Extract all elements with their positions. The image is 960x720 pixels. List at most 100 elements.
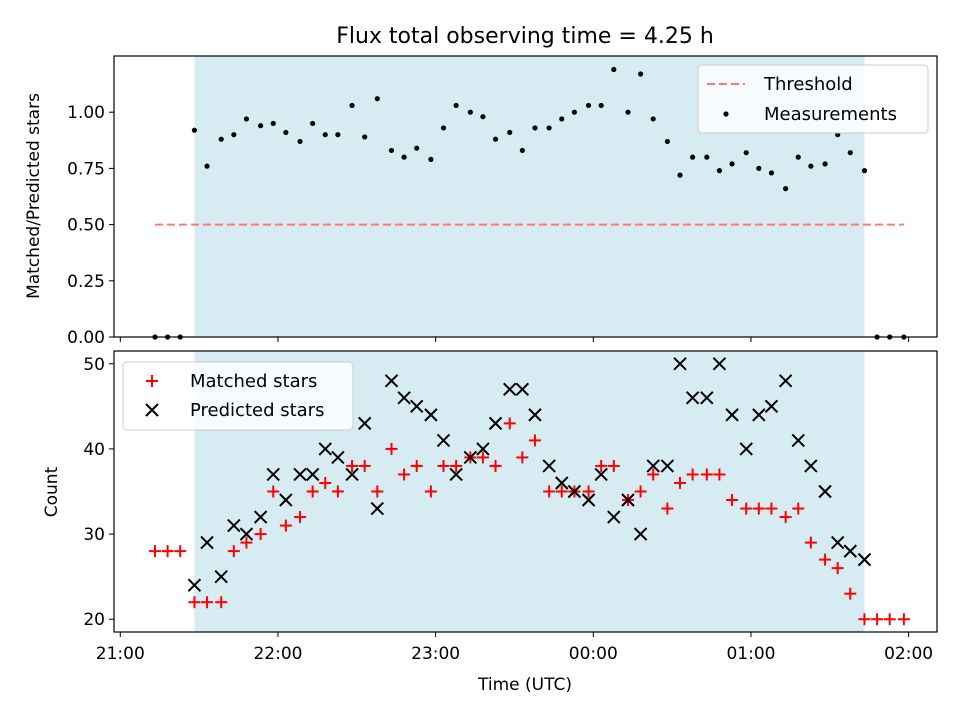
predicted-star-point bbox=[370, 501, 385, 516]
matched-star-point bbox=[819, 553, 832, 566]
bottom-plot-marks bbox=[148, 357, 910, 626]
matched-star-point bbox=[385, 442, 398, 455]
predicted-star-point bbox=[830, 535, 845, 550]
predicted-star-point bbox=[700, 391, 714, 405]
matched-star-point bbox=[306, 485, 319, 498]
measurement-point bbox=[795, 154, 801, 160]
predicted-star-point bbox=[266, 467, 280, 482]
measurement-point bbox=[519, 147, 525, 154]
matched-legend-label: Matched stars bbox=[190, 371, 317, 392]
matched-star-point bbox=[267, 485, 280, 498]
predicted-star-point bbox=[778, 374, 793, 388]
predicted-star-point bbox=[843, 544, 857, 558]
matched-star-point bbox=[831, 562, 844, 575]
matched-star-point bbox=[740, 502, 753, 515]
measurement-point bbox=[218, 136, 224, 142]
matched-star-point bbox=[674, 476, 687, 489]
predicted-star-point bbox=[187, 578, 202, 592]
x-tick-label: 01:00 bbox=[726, 644, 775, 664]
bottom-y-tick-label: 20 bbox=[83, 610, 105, 630]
matched-star-point bbox=[437, 459, 450, 472]
matched-star-point bbox=[161, 545, 174, 558]
bottom-legend-box bbox=[122, 361, 354, 431]
top-legend-box bbox=[697, 64, 929, 134]
measurement-point bbox=[808, 163, 814, 169]
predicted-star-point bbox=[488, 416, 503, 431]
top-plot-marks bbox=[152, 66, 907, 340]
matched-star-point bbox=[450, 459, 463, 472]
predicted-star-point bbox=[685, 391, 700, 405]
measurement-point bbox=[362, 134, 368, 140]
predicted-star-point bbox=[214, 569, 228, 584]
measurement-point bbox=[335, 132, 341, 138]
predicted-star-point bbox=[463, 450, 478, 465]
predicted-star-point bbox=[449, 467, 463, 482]
measurement-point bbox=[847, 150, 853, 156]
matched-star-point bbox=[188, 596, 201, 609]
top-y-tick-label: 0.75 bbox=[67, 159, 105, 179]
bottom-axis-ticks: 20 30 40 50 21:00 22:00 23:00 00:00 01:00 02:00 bbox=[83, 355, 933, 664]
predicted-star-point bbox=[239, 527, 254, 541]
matched-star-point bbox=[555, 485, 568, 498]
predicted-star-point bbox=[594, 467, 608, 482]
measurement-point bbox=[559, 116, 565, 122]
predicted-star-point bbox=[567, 484, 582, 499]
predicted-star-point bbox=[410, 399, 424, 414]
matched-star-point bbox=[489, 459, 502, 472]
bottom-y-tick-label: 30 bbox=[83, 525, 105, 545]
top-legend: Threshold Measurements bbox=[697, 64, 929, 134]
matched-star-point bbox=[358, 459, 371, 472]
measurement-point bbox=[861, 168, 868, 174]
matched-star-point bbox=[661, 502, 674, 515]
measurement-point bbox=[258, 123, 264, 129]
measurement-point bbox=[283, 129, 289, 136]
matched-star-point bbox=[201, 596, 214, 609]
predicted-star-point bbox=[818, 484, 832, 499]
measurement-point bbox=[729, 161, 735, 167]
predicted-star-point bbox=[673, 357, 687, 371]
measurement-point bbox=[783, 186, 789, 192]
measurement-point bbox=[585, 102, 592, 109]
measurement-point bbox=[467, 109, 473, 115]
matched-star-point bbox=[607, 459, 620, 472]
matched-star-point bbox=[279, 519, 292, 532]
matched-star-point bbox=[254, 528, 267, 541]
top-axes-frame bbox=[113, 55, 938, 338]
measurement-point bbox=[704, 154, 710, 160]
bottom-legend: Matched stars Predicted stars bbox=[122, 361, 354, 431]
chart-title: Flux total observing time = 4.25 h bbox=[336, 24, 714, 49]
predicted-star-point bbox=[397, 391, 411, 405]
measurement-point bbox=[388, 147, 395, 154]
measurement-point bbox=[532, 125, 538, 131]
measurement-point bbox=[401, 154, 407, 160]
measurement-point bbox=[546, 125, 552, 131]
top-axis-ticks: 0.00 0.25 0.50 0.75 1.00 bbox=[67, 103, 910, 348]
bottom-y-tick-label: 40 bbox=[83, 440, 105, 460]
measurement-point bbox=[374, 96, 380, 102]
matched-star-point bbox=[700, 468, 713, 481]
x-axis-label: Time (UTC) bbox=[477, 675, 572, 695]
measurement-point bbox=[507, 129, 513, 136]
top-y-tick-label: 0.25 bbox=[67, 272, 105, 292]
matched-star-point bbox=[858, 613, 871, 626]
predicted-star-point bbox=[581, 493, 596, 507]
measurement-point bbox=[310, 120, 316, 127]
measurement-point bbox=[492, 136, 499, 142]
predicted-star-point bbox=[424, 408, 438, 422]
matched-star-point bbox=[371, 485, 384, 498]
matched-star-point bbox=[686, 468, 699, 481]
measurement-point bbox=[637, 71, 644, 77]
matched-star-point bbox=[528, 434, 541, 447]
matched-star-point bbox=[883, 613, 896, 626]
measurements-legend-label: Measurements bbox=[764, 104, 897, 125]
predicted-star-point bbox=[555, 476, 569, 490]
measurement-point bbox=[243, 116, 250, 122]
measurement-point bbox=[743, 150, 749, 156]
predicted-star-point bbox=[279, 493, 293, 507]
matched-star-point bbox=[331, 485, 344, 498]
matched-star-point bbox=[647, 468, 660, 481]
x-tick-label: 21:00 bbox=[96, 644, 145, 664]
matched-star-point bbox=[174, 545, 187, 558]
measurement-point bbox=[231, 132, 237, 138]
measurement-point bbox=[414, 145, 420, 151]
